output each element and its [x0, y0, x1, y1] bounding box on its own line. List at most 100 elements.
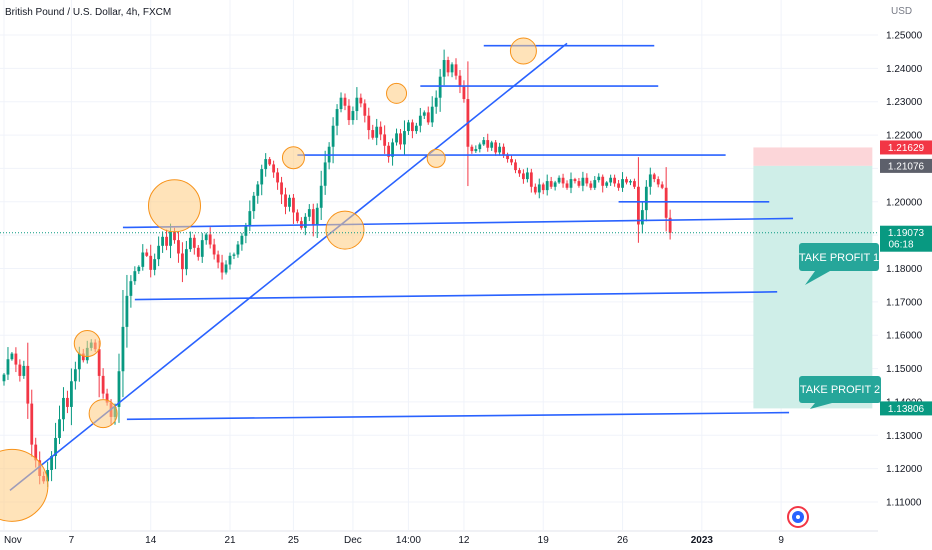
candle-body [403, 131, 406, 145]
candle-body [617, 183, 620, 188]
candle-body [81, 353, 85, 361]
highlight-circle[interactable] [281, 146, 305, 170]
candle [133, 266, 137, 285]
time-tick-label: 9 [778, 535, 784, 546]
candle-body [522, 173, 525, 180]
candle-body [343, 97, 347, 106]
candle [545, 174, 549, 196]
candle-body [62, 397, 65, 420]
candle [299, 217, 303, 230]
candle [644, 180, 648, 222]
candle [54, 422, 57, 470]
candle [145, 248, 149, 257]
candle-body [196, 247, 200, 257]
candle [410, 119, 414, 139]
candle-body [482, 140, 486, 145]
highlight-circle[interactable] [325, 210, 365, 250]
candle-body [153, 259, 157, 270]
highlight-circle[interactable] [386, 82, 408, 104]
candle-body [525, 172, 529, 180]
stop-price-label: 1.21629 [888, 143, 925, 154]
candle [529, 168, 533, 193]
candle-body [288, 197, 291, 207]
candle [522, 169, 525, 184]
candle [486, 133, 490, 152]
highlight-circle[interactable] [509, 37, 537, 65]
candle-body [307, 209, 311, 217]
candle-body [22, 365, 26, 376]
highlight-circle[interactable] [73, 330, 101, 358]
candle [533, 183, 537, 195]
entry-price-badge: 1.21076 [880, 158, 932, 173]
candle [188, 231, 192, 252]
candle-body [232, 254, 236, 256]
time-tick-label: 14 [145, 535, 157, 546]
candle-body [315, 207, 319, 225]
candle-body [34, 444, 38, 461]
candle-body [216, 254, 220, 263]
highlight-circle[interactable] [0, 448, 49, 522]
candle-body [351, 111, 355, 121]
candle-body [188, 237, 192, 250]
candle [379, 121, 383, 141]
candle [335, 104, 339, 136]
time-axis[interactable]: Nov 7 14 21 25 Dec 14:00 12 19 26 2023 9 [0, 530, 878, 546]
candle-body [6, 359, 10, 375]
candle-body [462, 86, 466, 100]
candle-body [10, 353, 14, 360]
take-profit-1-callout[interactable]: TAKE PROFIT 1 [799, 243, 879, 285]
candle-body [585, 177, 589, 184]
trendlines[interactable] [9, 42, 794, 491]
candle [192, 234, 196, 255]
candle-body [553, 182, 557, 187]
candle [58, 405, 61, 445]
price-tick-label: 1.15000 [886, 364, 923, 375]
candle [565, 180, 569, 190]
candle [371, 124, 375, 140]
candle [553, 180, 557, 191]
highlight-circles[interactable] [0, 37, 537, 522]
candle-body [97, 349, 101, 376]
candle-body [157, 245, 161, 260]
candle-body [161, 236, 164, 246]
candle-body [529, 172, 533, 187]
trendline[interactable] [134, 291, 778, 301]
candle [391, 138, 394, 166]
candle [260, 164, 264, 196]
candle-body [347, 105, 351, 121]
candle-body [204, 234, 208, 241]
candle-body [260, 169, 264, 185]
candle [478, 142, 482, 153]
price-tick-labels: 1.250001.240001.230001.220001.210001.200… [886, 31, 923, 509]
candle [141, 244, 145, 271]
candle-body [228, 255, 232, 265]
candle-body [506, 154, 509, 160]
candle-body [533, 186, 537, 193]
candle-body [422, 112, 426, 116]
candle [577, 177, 581, 188]
us-flag-icon[interactable] [787, 506, 809, 528]
candle-body [597, 176, 601, 181]
candle [62, 387, 65, 432]
take-profit-2-callout[interactable]: TAKE PROFIT 2 [799, 376, 881, 409]
candle [549, 176, 553, 189]
candle [664, 167, 668, 232]
candle-body [339, 97, 343, 110]
candle-body [200, 240, 204, 257]
candle-body [458, 75, 462, 87]
price-axis[interactable]: USD [891, 6, 912, 17]
highlight-circle[interactable] [88, 399, 118, 429]
candle [525, 167, 529, 183]
trendline[interactable] [122, 217, 794, 229]
highlight-circle[interactable] [426, 148, 446, 168]
candle-body [335, 109, 339, 126]
highlight-circle[interactable] [147, 179, 201, 233]
candle [117, 353, 121, 423]
take-profit-1-box [799, 243, 879, 271]
candle [165, 229, 168, 251]
trendline[interactable] [126, 411, 790, 421]
candle [617, 179, 620, 191]
candle [232, 252, 236, 260]
candle [458, 70, 462, 94]
